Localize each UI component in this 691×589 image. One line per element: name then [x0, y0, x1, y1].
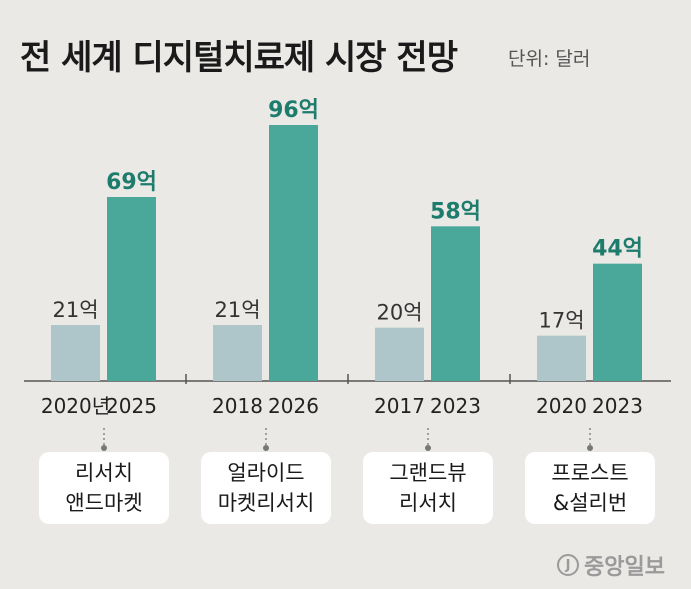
x-tick-label: 2020년	[41, 394, 110, 418]
source-card: 프로스트 &설리번	[525, 452, 655, 524]
data-label: 69억	[106, 170, 157, 195]
connector-dot	[425, 445, 431, 451]
source-card: 그랜드뷰 리서치	[363, 452, 493, 524]
data-label: 21억	[52, 298, 98, 322]
x-tick-label: 2023	[592, 394, 643, 418]
bar-base	[375, 327, 424, 381]
x-tick-label: 2026	[268, 394, 319, 418]
x-tick-label: 2017	[374, 394, 425, 418]
bar-forecast	[107, 197, 156, 381]
x-tick-label: 2023	[430, 394, 481, 418]
x-tick-label: 2025	[106, 394, 157, 418]
data-label: 58억	[430, 199, 481, 224]
unit-label: 단위: 달러	[508, 48, 591, 70]
bar-forecast	[269, 125, 318, 381]
data-label: 17억	[538, 309, 584, 333]
joongang-logo-icon: J	[557, 554, 580, 576]
bar-base	[213, 325, 262, 381]
data-label: 44억	[592, 237, 643, 262]
bar-forecast	[593, 263, 642, 381]
bar-forecast	[431, 226, 480, 381]
connector-dot	[101, 445, 107, 451]
source-card: 리서치 앤드마켓	[39, 452, 169, 524]
x-tick-label: 2018	[212, 394, 263, 418]
source-card: 얼라이드 마켓리서치	[201, 452, 331, 524]
bar-base	[51, 325, 100, 381]
data-label: 20억	[376, 301, 422, 325]
bar-base	[537, 335, 586, 381]
x-tick-label: 2020	[536, 394, 587, 418]
connector-dot	[263, 445, 269, 451]
logo: J 중앙일보	[557, 549, 665, 581]
logo-text: 중앙일보	[584, 555, 665, 580]
data-label: 96억	[268, 98, 319, 123]
chart-title: 전 세계 디지털치료제 시장 전망	[20, 38, 458, 78]
data-label: 21억	[214, 298, 260, 322]
connector-dot	[587, 445, 593, 451]
